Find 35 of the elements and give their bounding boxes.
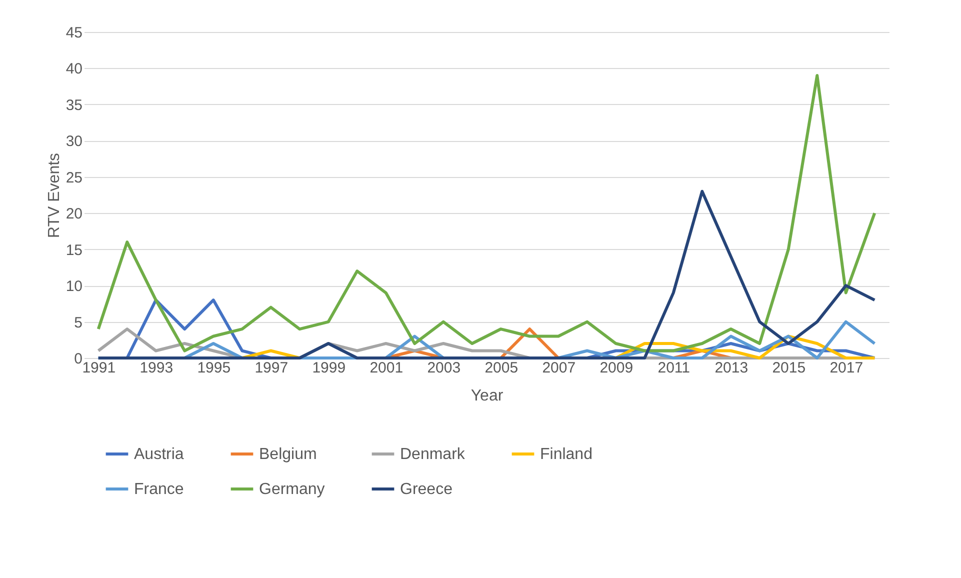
legend-label: Germany [259,481,325,498]
legend-label: Belgium [259,446,317,463]
line-series [96,74,876,352]
y-tick-label: 30 [66,133,82,150]
legend-label: Austria [134,446,184,463]
x-tick-label: 2005 [484,360,518,376]
x-tick-label: 2009 [600,360,634,376]
x-tick-label: 2013 [714,360,748,376]
x-tick-label: 2003 [427,360,461,376]
y-tick-label: 20 [66,206,82,223]
legend-label: Finland [540,446,592,463]
y-tick-label: 15 [66,242,82,259]
y-axis-title: RTV Events [46,152,63,238]
line-series [96,190,876,360]
y-tick-label: 40 [66,60,82,78]
x-tick-label: 1991 [82,360,116,376]
x-tick-label: 1995 [197,360,231,376]
legend-label: Greece [400,481,453,498]
y-tick-label: 25 [66,169,82,186]
y-tick-label: 10 [66,278,82,296]
legend-label: Denmark [400,446,466,463]
y-tick-label: 0 [74,350,82,368]
x-axis-title: Year [470,388,504,404]
x-tick-label: 1999 [312,360,346,376]
x-tick-label: 2007 [542,360,576,376]
x-tick-label: 2011 [658,360,690,376]
y-tick-label: 5 [74,314,82,332]
legend-label: France [134,481,184,498]
x-tick-label: 2015 [772,360,806,376]
x-tick-label: 1993 [140,360,174,376]
x-tick-label: 2017 [830,360,864,376]
x-tick-label: 2001 [370,360,404,376]
y-tick-label: 45 [66,24,82,42]
x-tick-label: 1997 [254,360,288,376]
y-tick-label: 35 [66,96,82,114]
